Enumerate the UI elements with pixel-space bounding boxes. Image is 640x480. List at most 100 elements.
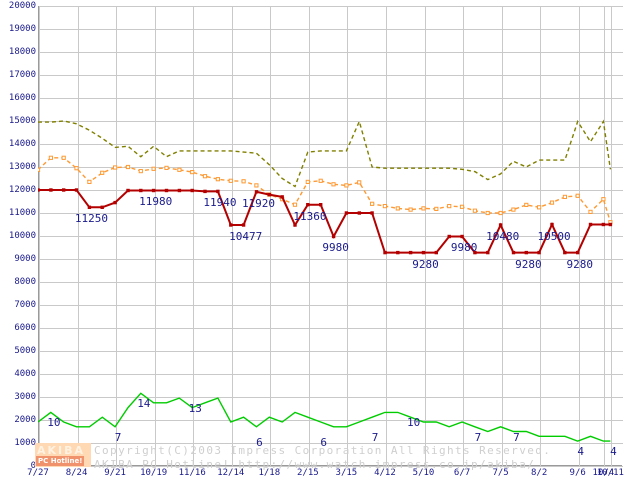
- gridline-horizontal: [39, 351, 623, 352]
- series-marker-average-price: [151, 166, 156, 171]
- count-value-label: 4: [577, 445, 585, 459]
- price-value-label: 10477: [229, 230, 263, 244]
- series-marker-average-price: [382, 204, 387, 209]
- y-axis-tick-label: 18000: [8, 47, 36, 57]
- series-marker-minimum-price: [241, 223, 246, 227]
- series-marker-average-price: [164, 165, 169, 171]
- count-value-label: 13: [188, 402, 202, 416]
- series-marker-average-price: [357, 180, 362, 185]
- price-value-label: 9280: [412, 257, 439, 271]
- series-marker-average-price: [524, 202, 529, 208]
- gridline-vertical: [193, 6, 195, 466]
- gridline-vertical: [308, 6, 310, 466]
- count-value-label: 14: [137, 397, 151, 411]
- count-value-label: 10: [407, 416, 421, 430]
- gridline-horizontal: [39, 466, 623, 467]
- y-axis-tick-label: 13000: [8, 162, 36, 172]
- series-marker-average-price: [408, 207, 413, 212]
- series-marker-average-price: [177, 167, 182, 172]
- series-marker-minimum-price: [126, 188, 130, 193]
- gridline-horizontal: [39, 328, 623, 329]
- series-marker-minimum-price: [164, 188, 169, 193]
- gridline-horizontal: [39, 167, 623, 168]
- gridline-vertical: [611, 6, 613, 466]
- gridline-horizontal: [39, 305, 623, 306]
- price-value-label: 11940: [203, 196, 237, 210]
- series-marker-average-price: [549, 200, 555, 205]
- gridline-horizontal: [39, 98, 623, 99]
- series-marker-average-price: [537, 205, 542, 210]
- series-marker-minimum-price: [473, 250, 477, 255]
- gridline-horizontal: [39, 397, 623, 398]
- gridline-vertical: [231, 6, 233, 466]
- series-marker-minimum-price: [537, 250, 541, 255]
- count-value-label: 7: [371, 430, 379, 444]
- series-marker-minimum-price: [216, 189, 220, 194]
- x-axis-tick-label: 12/14: [217, 468, 245, 478]
- x-axis-tick-label: 7/5: [492, 468, 509, 478]
- series-marker-average-price: [215, 177, 221, 182]
- series-marker-average-price: [485, 210, 490, 216]
- x-axis-tick-label: 3/15: [335, 468, 358, 478]
- price-value-label: 11920: [241, 196, 276, 210]
- series-marker-minimum-price: [100, 205, 104, 209]
- y-axis-tick-label: 6000: [14, 323, 36, 333]
- x-axis-tick-label: 6/7: [453, 468, 471, 478]
- series-marker-minimum-price: [62, 188, 66, 192]
- y-axis-tick-label: 12000: [8, 185, 36, 195]
- series-line-shop-count: [38, 392, 611, 442]
- series-marker-minimum-price: [383, 250, 387, 255]
- gridline-horizontal: [39, 236, 623, 237]
- series-marker-minimum-price: [267, 192, 271, 197]
- series-marker-minimum-price: [229, 223, 233, 227]
- x-axis-tick-label: 7/27: [27, 468, 49, 478]
- gridline-horizontal: [39, 52, 623, 53]
- series-marker-minimum-price: [550, 222, 554, 227]
- gridline-horizontal: [39, 420, 623, 421]
- x-axis-tick-label: 9/21: [104, 468, 126, 478]
- gridline-horizontal: [39, 282, 623, 283]
- y-axis-tick-label: 10000: [8, 231, 36, 241]
- price-value-label: 11980: [139, 195, 173, 209]
- gridline-vertical: [270, 6, 272, 466]
- series-marker-minimum-price: [460, 234, 464, 239]
- gridline-vertical: [424, 6, 426, 466]
- gridline-vertical: [385, 6, 387, 466]
- series-marker-minimum-price: [319, 203, 323, 207]
- series-line-max-price: [38, 119, 612, 188]
- y-axis-tick-label: 3000: [14, 392, 36, 402]
- series-marker-average-price: [190, 170, 195, 175]
- series-marker-average-price: [74, 166, 79, 171]
- gridline-vertical: [578, 6, 580, 466]
- gridline-vertical: [501, 6, 503, 466]
- series-marker-average-price: [575, 193, 580, 198]
- series-marker-average-price: [498, 210, 503, 216]
- series-marker-minimum-price: [576, 250, 580, 255]
- price-value-label: 11250: [74, 212, 109, 226]
- series-marker-minimum-price: [608, 222, 613, 227]
- y-axis-tick-label: 16000: [8, 93, 36, 103]
- gridline-vertical: [347, 6, 349, 466]
- x-axis-tick-label: 2/15: [297, 468, 319, 478]
- series-line-average-price: [38, 157, 612, 223]
- series-marker-minimum-price: [280, 195, 284, 199]
- series-marker-minimum-price: [588, 222, 593, 227]
- series-marker-minimum-price: [524, 250, 528, 255]
- price-value-label: 10500: [537, 229, 571, 243]
- count-value-label: 7: [513, 430, 520, 444]
- series-marker-minimum-price: [38, 188, 40, 192]
- series-marker-average-price: [100, 170, 105, 175]
- plot-area: [38, 6, 623, 467]
- series-marker-average-price: [601, 197, 606, 202]
- series-marker-average-price: [331, 182, 336, 187]
- series-marker-average-price: [459, 204, 465, 209]
- series-overlay: [38, 119, 613, 442]
- series-marker-minimum-price: [601, 222, 606, 227]
- y-axis-tick-label: 14000: [8, 139, 36, 149]
- count-value-label: 4: [610, 445, 617, 459]
- gridline-vertical: [604, 6, 606, 466]
- y-axis-tick-label: 20000: [8, 1, 36, 11]
- series-marker-minimum-price: [203, 189, 207, 194]
- y-axis-tick-label: 15000: [8, 116, 36, 126]
- series-marker-average-price: [421, 206, 426, 211]
